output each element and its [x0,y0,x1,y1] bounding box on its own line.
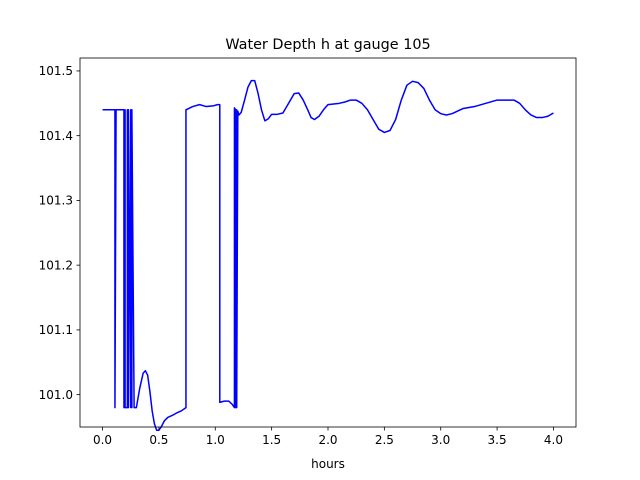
y-tick-label: 101.1 [39,323,73,337]
x-tick-label: 2.5 [375,433,394,447]
x-tick-label: 0.0 [93,433,112,447]
x-tick-label: 1.0 [206,433,225,447]
y-tick-label: 101.5 [39,64,73,78]
x-tick-label: 3.5 [488,433,507,447]
x-tick-label: 0.5 [149,433,168,447]
y-tick-label: 101.2 [39,258,73,272]
y-axis: 101.0 101.1 101.2 101.3 101.4 101.5 [39,64,80,402]
chart-title: Water Depth h at gauge 105 [225,37,430,53]
y-tick-label: 101.3 [39,194,73,208]
x-axis-label: hours [311,457,345,471]
x-axis: 0.0 0.5 1.0 1.5 2.0 2.5 3.0 3.5 4.0 [93,427,563,447]
x-tick-label: 2.0 [318,433,337,447]
x-tick-label: 1.5 [262,433,281,447]
x-tick-label: 3.0 [431,433,450,447]
y-tick-label: 101.4 [39,129,73,143]
y-tick-label: 101.0 [39,388,73,402]
series-line [102,79,554,431]
x-tick-label: 4.0 [544,433,563,447]
